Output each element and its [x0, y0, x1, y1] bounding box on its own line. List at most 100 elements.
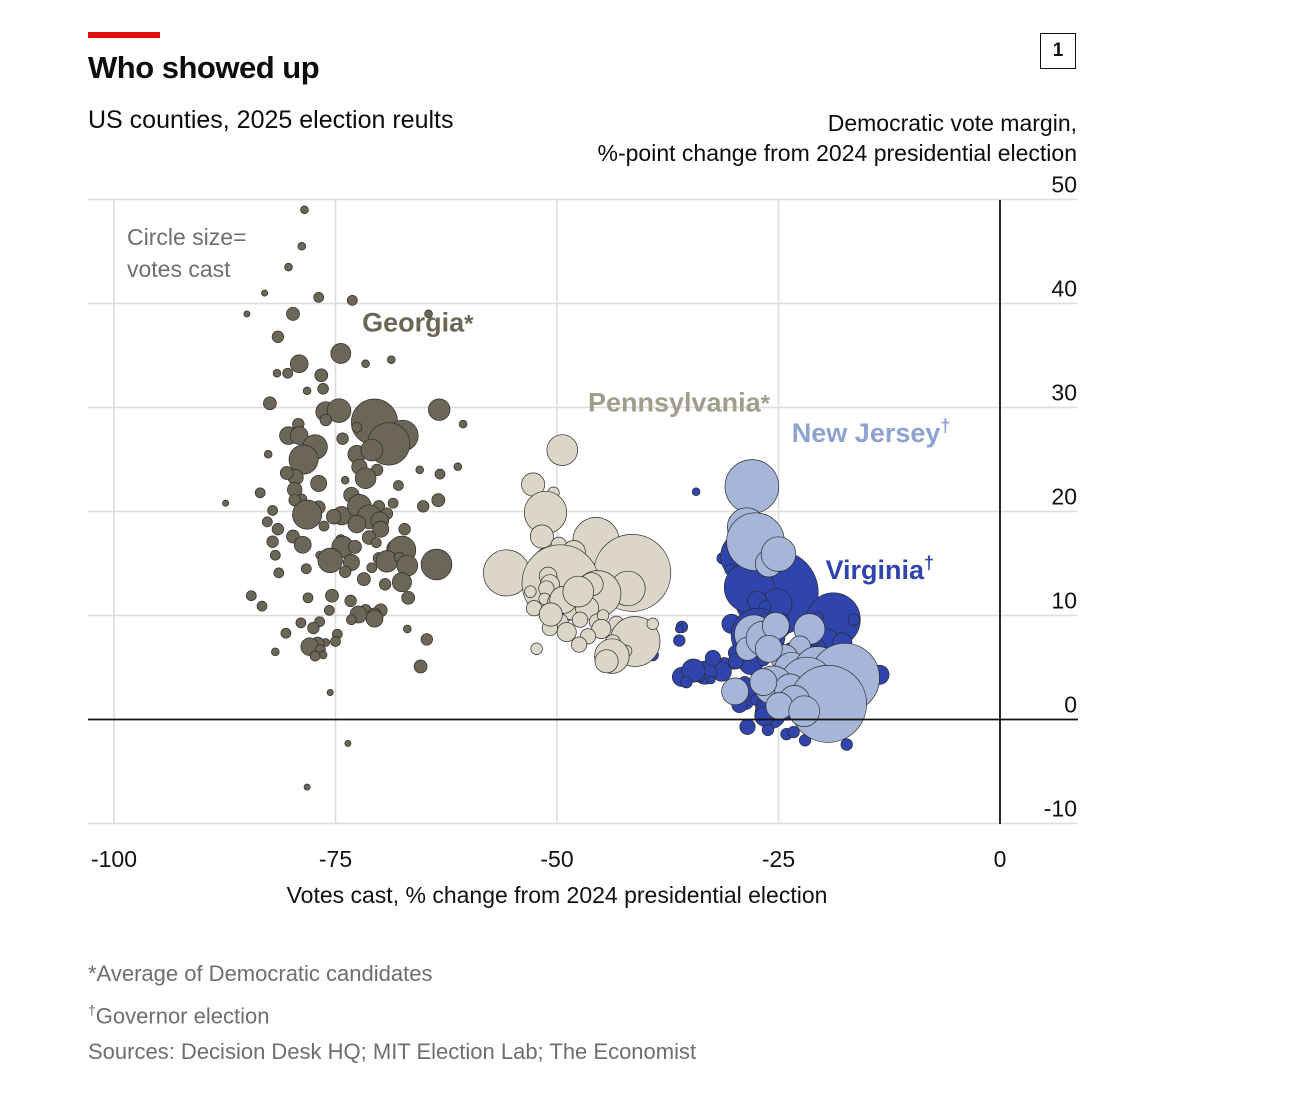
data-point-georgia	[269, 549, 281, 561]
data-point-georgia	[302, 592, 314, 604]
y-tick-label: 0	[1064, 692, 1077, 718]
data-point-georgia	[271, 523, 285, 536]
data-point-georgia	[326, 689, 334, 696]
footnote-sources: Sources: Decision Desk HQ; MIT Election …	[88, 1039, 697, 1065]
data-point-georgia	[393, 480, 404, 491]
data-point-pennsylvania	[646, 617, 659, 630]
series-label-georgia: Georgia*	[362, 308, 474, 338]
label-layer: Circle size=votes castGeorgia*Pennsylvan…	[127, 224, 950, 908]
data-point-virginia	[761, 723, 775, 737]
data-point-georgia	[346, 614, 357, 626]
data-point-georgia	[361, 359, 370, 369]
data-point-pennsylvania	[571, 611, 589, 628]
y-tick-label: 10	[1051, 588, 1077, 614]
data-point-georgia	[284, 262, 293, 272]
data-point-georgia	[431, 493, 446, 507]
data-point-georgia	[303, 783, 311, 791]
data-point-georgia	[317, 383, 329, 395]
data-point-virginia	[680, 675, 693, 689]
series-label-mark: *	[761, 391, 771, 418]
series-label-virginia: Virginia†	[825, 553, 934, 585]
data-point-georgia	[434, 468, 446, 480]
x-axis-label: Votes cast, % change from 2024 president…	[287, 882, 828, 908]
data-point-pennsylvania	[556, 622, 577, 643]
data-point-georgia	[310, 474, 328, 492]
series-label-text: New Jersey	[792, 418, 941, 448]
data-point-georgia	[261, 289, 269, 297]
data-point-pennsylvania	[571, 636, 588, 653]
data-point-georgia	[326, 398, 352, 423]
data-point-georgia	[314, 368, 329, 383]
chart-number-badge: 1	[1040, 33, 1076, 69]
y-tick-label: 20	[1051, 484, 1077, 510]
footnote-governor-text: Governor election	[95, 1003, 270, 1029]
data-point-georgia	[271, 647, 280, 657]
data-point-georgia	[346, 295, 358, 306]
data-point-georgia	[319, 413, 332, 427]
data-point-georgia	[372, 520, 390, 538]
series-label-new-jersey: New Jersey†	[792, 416, 951, 448]
data-point-virginia	[673, 634, 686, 647]
data-point-georgia	[279, 466, 294, 480]
series-label-mark: †	[940, 416, 950, 436]
data-point-georgia	[403, 624, 412, 634]
x-tick-label: -25	[762, 846, 795, 872]
data-point-georgia	[387, 355, 396, 364]
y-axis-label-line1: Democratic vote margin,	[827, 110, 1077, 136]
data-point-georgia	[289, 426, 309, 445]
data-point-georgia	[245, 590, 257, 602]
data-point-pennsylvania	[524, 585, 537, 598]
data-point-new-jersey	[721, 677, 749, 706]
footnotes: *Average of Democratic candidates †Gover…	[88, 956, 696, 1070]
data-point-georgia	[428, 398, 451, 421]
series-label-text: Virginia	[825, 555, 925, 585]
data-point-georgia	[326, 509, 342, 525]
data-point-georgia	[267, 505, 278, 516]
data-point-georgia	[280, 627, 292, 639]
data-point-georgia	[288, 493, 301, 507]
data-point-georgia	[292, 499, 323, 530]
data-point-virginia	[787, 725, 800, 739]
data-point-georgia	[417, 500, 430, 513]
data-point-georgia	[300, 563, 312, 575]
series-label-text: Georgia	[362, 308, 465, 338]
data-point-georgia	[318, 650, 328, 660]
series-label-mark: †	[924, 553, 934, 573]
data-point-georgia	[340, 476, 350, 485]
data-point-pennsylvania	[594, 649, 619, 674]
data-point-georgia	[309, 650, 321, 662]
points-layer	[222, 205, 890, 791]
data-point-georgia	[273, 567, 285, 579]
data-point-virginia	[840, 738, 853, 751]
data-point-new-jersey	[724, 459, 780, 514]
data-point-georgia	[370, 537, 382, 549]
data-point-georgia	[263, 450, 273, 459]
data-point-georgia	[317, 547, 343, 574]
y-tick-label: 40	[1051, 276, 1077, 302]
data-point-georgia	[365, 609, 384, 628]
data-point-georgia	[263, 396, 277, 411]
size-note-line2: votes cast	[127, 256, 231, 282]
data-point-virginia	[706, 675, 716, 685]
data-point-georgia	[313, 291, 325, 303]
data-point-georgia	[348, 540, 362, 554]
y-tick-label: -10	[1044, 796, 1077, 822]
data-point-new-jersey	[765, 692, 794, 720]
data-point-georgia	[415, 465, 424, 475]
data-point-georgia	[336, 432, 349, 445]
series-label-pennsylvania: Pennsylvania*	[588, 388, 771, 418]
data-point-georgia	[347, 514, 367, 534]
data-point-virginia	[691, 487, 701, 496]
data-point-georgia	[302, 386, 312, 396]
data-point-georgia	[261, 516, 273, 528]
footnote-average: *Average of Democratic candidates	[88, 961, 433, 986]
data-point-georgia	[391, 572, 412, 593]
data-point-georgia	[387, 497, 399, 509]
chart-title: Who showed up	[88, 50, 320, 85]
data-point-new-jersey	[788, 695, 820, 727]
data-point-new-jersey	[754, 634, 783, 663]
data-point-virginia	[739, 718, 756, 735]
data-point-georgia	[344, 739, 352, 747]
data-point-georgia	[354, 467, 377, 489]
